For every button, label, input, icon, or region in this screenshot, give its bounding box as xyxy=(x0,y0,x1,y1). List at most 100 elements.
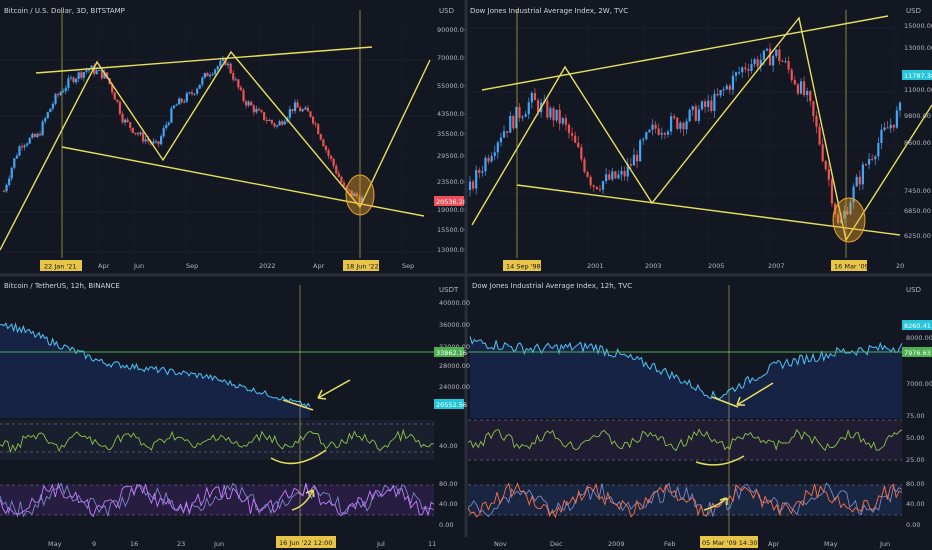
tr-candle-body xyxy=(793,80,796,85)
tl-candle-body xyxy=(306,107,310,112)
tl-candle-body xyxy=(283,121,286,125)
tl-x-axis[interactable]: Apr Jun Sep 2022 Apr Sep xyxy=(98,262,414,270)
tl-candle-body xyxy=(170,108,173,123)
tr-candle-body xyxy=(781,61,784,63)
br-rsi-line xyxy=(467,428,903,452)
tr-candle-body xyxy=(803,81,806,96)
tr-candle-body xyxy=(756,59,759,67)
tl-candle-body xyxy=(123,119,127,123)
bottom-time-axis-left[interactable]: May 9 16 23 Jun Jul 11 xyxy=(48,540,436,548)
tr-candle-body xyxy=(765,48,769,51)
tl-candle-body xyxy=(15,155,18,159)
tl-candle-body xyxy=(247,101,250,106)
tr-candle-body xyxy=(738,72,741,74)
tl-candle-body xyxy=(311,116,315,124)
tl-candle-body xyxy=(49,108,52,113)
tl-y-tick: 23500.00 xyxy=(437,178,468,186)
tr-candle-body xyxy=(493,152,496,157)
tl-candle-body xyxy=(103,72,106,79)
tl-candle-body xyxy=(203,72,206,78)
tl-candle-body xyxy=(245,101,248,106)
tr-candle-body xyxy=(874,156,877,160)
tl-candle-body xyxy=(309,111,312,117)
tr-zigzag-line xyxy=(471,16,932,242)
bl-rsi-line xyxy=(0,428,434,454)
tl-candle-body xyxy=(26,143,29,146)
tl-candle-body xyxy=(33,133,37,137)
tl-candle-body xyxy=(157,141,160,145)
tr-candle-body xyxy=(642,139,645,141)
panel-dji-2w[interactable]: Dow Jones Industrial Average Index, 2W, … xyxy=(468,7,932,271)
tl-candle-body xyxy=(190,92,194,95)
tr-pattern-lines xyxy=(471,10,932,258)
bottom-right-time-highlight-text: 05 Mar '09 14:30 xyxy=(702,539,758,547)
tr-candle-body xyxy=(512,115,515,129)
bottom-right-time-tick: Dec xyxy=(550,540,563,548)
tl-x-tick: Apr xyxy=(98,262,110,270)
tl-candle-body xyxy=(214,69,217,75)
panel-dji-12h[interactable]: Dow Jones Industrial Average Index, 12h,… xyxy=(467,282,932,537)
tr-candle-body xyxy=(639,140,642,162)
tl-time-highlight-right: 18 Jun '22 xyxy=(343,260,379,271)
tl-candle-body xyxy=(136,133,140,135)
tl-candle-body xyxy=(188,92,191,94)
tl-y-tick: 35500.00 xyxy=(437,130,468,138)
tl-candle-body xyxy=(18,146,21,156)
tr-candle-body xyxy=(778,49,781,62)
bottom-time-axis-right[interactable]: Nov Dec 2009 Feb Apr May Jun xyxy=(494,540,890,548)
tl-candle-body xyxy=(358,196,361,203)
bl-rsi-tick: 40.00 xyxy=(439,442,458,450)
tl-candle-body xyxy=(291,109,294,112)
tl-currency-label: USD xyxy=(439,7,454,15)
br-y-axis[interactable]: 8000.00 7000.00 75.00 50.00 25.00 80.00 40.00 0… xyxy=(906,334,932,529)
tr-candle-body xyxy=(586,171,589,177)
tl-candle-body xyxy=(28,137,31,144)
tr-candle-body xyxy=(747,69,750,71)
tl-candle-body xyxy=(296,102,299,108)
tl-candle-body xyxy=(82,72,85,78)
tl-candle-body xyxy=(355,193,358,197)
bl-currency-label: USDT xyxy=(439,286,459,294)
tl-candle-body xyxy=(141,132,145,142)
br-stoch-lines xyxy=(467,482,903,519)
br-price-label: 8260.41 xyxy=(904,322,931,330)
panel-btc-usdt-12h[interactable]: Bitcoin / TetherUS, 12h, BINANCE USDT 40… xyxy=(0,282,470,537)
tl-candle-body xyxy=(131,127,134,133)
tl-candle-body xyxy=(242,90,245,102)
tl-candle-body xyxy=(98,70,101,72)
tr-candle-body xyxy=(589,176,592,186)
tr-x-axis[interactable]: 2001 2003 2005 2007 20 xyxy=(587,262,904,270)
bl-y-tick: 24000.00 xyxy=(439,383,470,391)
bl-y-tick: 40000.00 xyxy=(439,299,470,307)
bl-area-line xyxy=(0,322,311,408)
tl-candle-body xyxy=(257,108,261,111)
tl-candle-body xyxy=(252,105,255,113)
tl-candle-body xyxy=(126,119,129,123)
panel-btc-usd-3d[interactable]: Bitcoin / U.S. Dollar, 3D, BITSTAMP USD … xyxy=(0,7,468,271)
bl-background-bands xyxy=(0,420,434,516)
br-title: Dow Jones Industrial Average Index, 12h,… xyxy=(472,282,632,290)
tl-candle-body xyxy=(329,155,333,159)
tl-candle-body xyxy=(167,122,170,125)
bl-title: Bitcoin / TetherUS, 12h, BINANCE xyxy=(4,282,120,290)
tl-candle-body xyxy=(268,120,271,122)
tr-candle-body xyxy=(772,55,775,66)
tr-candle-body xyxy=(623,171,626,177)
tl-candle-body xyxy=(353,193,356,197)
tl-candle-body xyxy=(175,104,178,106)
tr-candle-body xyxy=(731,75,735,90)
tl-y-axis[interactable]: 90000.00 70000.00 55000.00 43500.00 35500.00… xyxy=(437,26,468,254)
tl-candle-body xyxy=(13,158,16,168)
tr-y-axis[interactable]: 15000.00 13000.00 11000.00 9800.00 8600.00 74… xyxy=(904,22,932,240)
tl-time-highlight-left: 22 Jan '21 xyxy=(40,260,82,271)
tl-pattern-lines xyxy=(0,10,431,258)
bottom-right-time-tick: Nov xyxy=(494,540,507,548)
tl-y-tick: 55000.00 xyxy=(437,82,468,90)
bottom-left-time-highlight-text: 16 Jun '22 12:00 xyxy=(279,539,332,547)
tr-candle-body xyxy=(784,61,787,63)
tr-candle-body xyxy=(632,154,636,166)
br-rsi-tick: 75.00 xyxy=(906,412,925,420)
tl-candle-body xyxy=(90,65,93,69)
bottom-left-time-tick: Jun xyxy=(213,540,224,548)
tr-candles xyxy=(468,43,902,225)
